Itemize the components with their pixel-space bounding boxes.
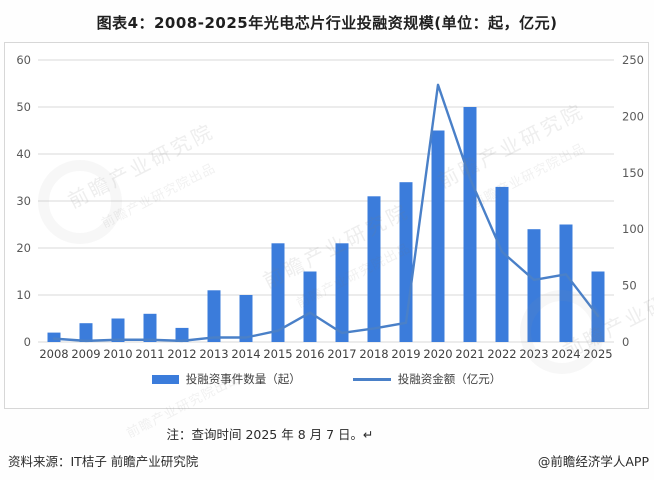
bar-2008: [47, 332, 61, 342]
query-time-note: 注：查询时间 2025 年 8 月 7 日。↵: [166, 427, 374, 442]
x-axis-label-2019: 2019: [391, 347, 420, 361]
line-series-swatch-icon: [352, 377, 391, 381]
x-axis-label-2013: 2013: [199, 347, 228, 361]
x-axis-label-2014: 2014: [231, 347, 260, 361]
x-axis-label-2016: 2016: [295, 347, 324, 361]
x-axis-label-2008: 2008: [39, 347, 68, 361]
legend-item-line-series: 投融资金额（亿元）: [352, 371, 502, 387]
bar-2016: [303, 271, 317, 342]
bar-series-swatch-icon: [151, 374, 179, 384]
bar-2013: [207, 290, 221, 342]
combo-chart: 0 10 20 30 40 50 60 0 50 100 150 200 250 2008 2009 2010…: [16, 53, 644, 361]
y-axis-tick-right: 50: [622, 279, 637, 293]
y-axis-tick-right: 100: [622, 222, 644, 236]
y-axis-tick-right: 0: [622, 335, 629, 349]
y-axis-tick-left: 40: [16, 147, 31, 161]
y-axis-tick-left: 30: [16, 194, 31, 208]
y-axis-tick-left: 0: [24, 335, 31, 349]
legend-label-line-series: 投融资金额（亿元）: [397, 372, 502, 386]
x-axis-label-2021: 2021: [455, 347, 484, 361]
chart-area: 0 10 20 30 40 50 60 0 50 100 150 200 250 2008 2009 2010…: [4, 42, 649, 409]
data-source-text: 资料来源：IT桔子 前瞻产业研究院: [8, 454, 199, 469]
bar-2025: [591, 271, 605, 342]
y-axis-tick-right: 250: [622, 53, 644, 67]
chart-title: 图表4：2008-2025年光电芯片行业投融资规模(单位：起，亿元): [96, 14, 558, 32]
x-axis-label-2012: 2012: [167, 347, 196, 361]
x-axis-label-2024: 2024: [551, 347, 580, 361]
x-axis-label-2025: 2025: [583, 347, 612, 361]
legend: 投融资事件数量（起） 投融资金额（亿元）: [5, 371, 648, 387]
bar-2018: [367, 196, 381, 342]
x-axis-label-2009: 2009: [71, 347, 100, 361]
bar-2024: [559, 224, 573, 342]
legend-item-bar-series: 投融资事件数量（起）: [151, 371, 301, 387]
bar-2022: [495, 186, 509, 342]
bar-2011: [143, 313, 157, 342]
x-axis-label-2015: 2015: [263, 347, 292, 361]
bar-2020: [431, 130, 445, 342]
y-axis-tick-right: 200: [622, 109, 644, 123]
y-axis-tick-left: 50: [16, 100, 31, 114]
x-axis-label-2020: 2020: [423, 347, 452, 361]
y-axis-tick-left: 10: [16, 288, 31, 302]
y-axis-tick-left: 20: [16, 241, 31, 255]
x-axis-label-2018: 2018: [359, 347, 388, 361]
credit-text: @前瞻经济学人APP: [537, 454, 649, 469]
bar-2009: [79, 323, 93, 342]
legend-label-bar-series: 投融资事件数量（起）: [185, 372, 301, 386]
x-axis-label-2010: 2010: [103, 347, 132, 361]
bar-2021: [463, 107, 477, 342]
bar-2017: [335, 243, 349, 342]
trend-line: [52, 83, 600, 343]
bar-2014: [239, 295, 253, 342]
x-axis-label-2011: 2011: [135, 347, 164, 361]
bar-2023: [527, 229, 541, 342]
bar-2012: [175, 327, 189, 342]
bar-2015: [271, 243, 285, 342]
x-axis-label-2023: 2023: [519, 347, 548, 361]
bar-2010: [111, 318, 125, 342]
y-axis-tick-right: 150: [622, 166, 644, 180]
x-axis-label-2022: 2022: [487, 347, 516, 361]
y-axis-tick-left: 60: [16, 53, 31, 67]
x-axis-label-2017: 2017: [327, 347, 356, 361]
